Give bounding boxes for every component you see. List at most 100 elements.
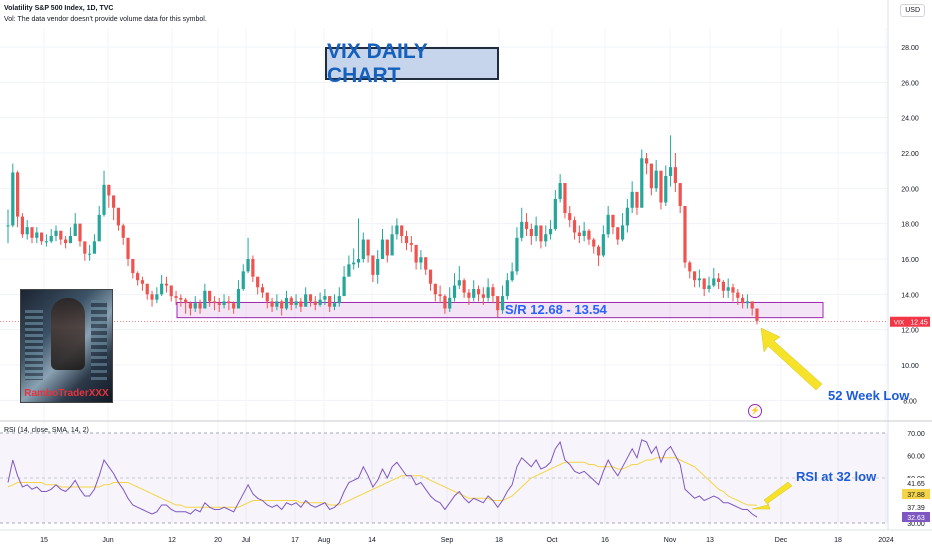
candle-body [390,234,394,256]
time-tick-label: 17 [291,537,299,544]
candle-body [227,301,231,304]
time-tick-label: Jun [102,537,113,544]
candle-body [366,239,370,256]
candle-body [270,301,274,307]
candle-body [155,294,159,300]
candle-body [265,292,269,302]
candle-body [452,285,457,298]
candle-body [203,290,207,309]
candle-body [419,257,423,263]
rsi-ma-label: 37.88 [907,492,925,499]
candle-body [635,191,639,208]
candle-body [337,296,341,304]
lightning-icon[interactable]: ⚡ [748,404,762,418]
candle-body [179,297,183,300]
candle-body [688,262,692,272]
time-tick-label: 14 [368,537,376,544]
candle-body [640,158,644,208]
candle-body [342,276,346,297]
candle-body [553,198,557,229]
time-tick-label: Sep [441,537,454,544]
rsi-annotation: RSI at 32 low [796,469,877,484]
time-tick-label: Oct [547,537,558,544]
candle-body [582,230,586,237]
rsi-line [7,439,758,518]
time-tick-label: Nov [664,537,677,544]
candle-body [126,237,130,259]
candle-body [164,283,169,286]
time-tick-label: 2024 [878,537,894,544]
candle-body [481,294,485,298]
candle-body [433,283,437,295]
rsi-ma-upper-label: 41.65 [907,481,925,488]
candle-body [256,276,260,288]
candle-body [721,281,725,291]
candle-body [505,280,509,297]
candle-body [64,239,68,244]
candle-body [73,223,77,237]
symbol-title: Volatility S&P 500 Index, 1D, TVC [4,5,114,12]
figure-graphic [51,298,85,370]
candle-body [534,225,538,237]
candle-body [284,297,289,309]
candle-body [568,213,572,221]
candle-body [616,227,620,240]
candle-body [97,214,101,242]
rsi-ma-lower-label-box [902,502,930,512]
candle-body [116,207,121,226]
candle-body [649,163,653,189]
candle-body [697,278,701,281]
time-tick-label: Jul [242,537,251,544]
price-tick-label: 22.00 [901,151,919,158]
candle-body [438,294,442,297]
candle-body [107,184,111,196]
candle-body [150,294,154,300]
time-tick-label: 15 [40,537,48,544]
candle-body [755,308,759,321]
candle-body [308,294,313,302]
candle-body [707,285,711,290]
candle-body [486,287,490,298]
price-tick-label: 28.00 [901,45,919,52]
candle-body [726,287,730,291]
candle-body [625,207,629,226]
price-tick-label: 10.00 [901,363,919,370]
candle-body [457,280,461,286]
candle-body [347,264,351,277]
candle-body [131,259,135,274]
candle-body [30,227,34,238]
candle-body [712,278,716,286]
candle-body [275,301,279,307]
photo-caption: RamboTraderXXX [24,388,109,399]
price-tick-label: 14.00 [901,292,919,299]
candle-body [678,183,682,206]
candle-body [169,285,173,297]
candle-body [529,228,533,237]
candle-body [524,221,529,229]
chart-title-box: VIX DAILY CHART [325,40,499,87]
candle-body [664,175,668,203]
time-tick-label: 12 [168,537,176,544]
candle-body [606,214,610,235]
candle-body [222,301,226,305]
candle-body [280,301,284,309]
candle-body [376,259,380,275]
candle-body [136,273,140,281]
candle-body [467,292,471,298]
rsi-value-label-box [902,512,930,522]
candle-body [601,234,605,256]
candle-body [577,232,581,237]
candle-body [731,287,735,293]
candle-body [236,289,241,309]
candle-body [683,206,687,263]
candle-body [44,241,49,243]
rsi-ma-lower-label: 37.39 [907,505,925,512]
candle-body [668,167,673,176]
rsi-ma-line [7,457,758,508]
candle-body [745,301,749,304]
candle-body [6,225,10,227]
currency-button[interactable]: USD [900,4,925,17]
candle-body [702,278,706,290]
candle-body [644,158,649,164]
